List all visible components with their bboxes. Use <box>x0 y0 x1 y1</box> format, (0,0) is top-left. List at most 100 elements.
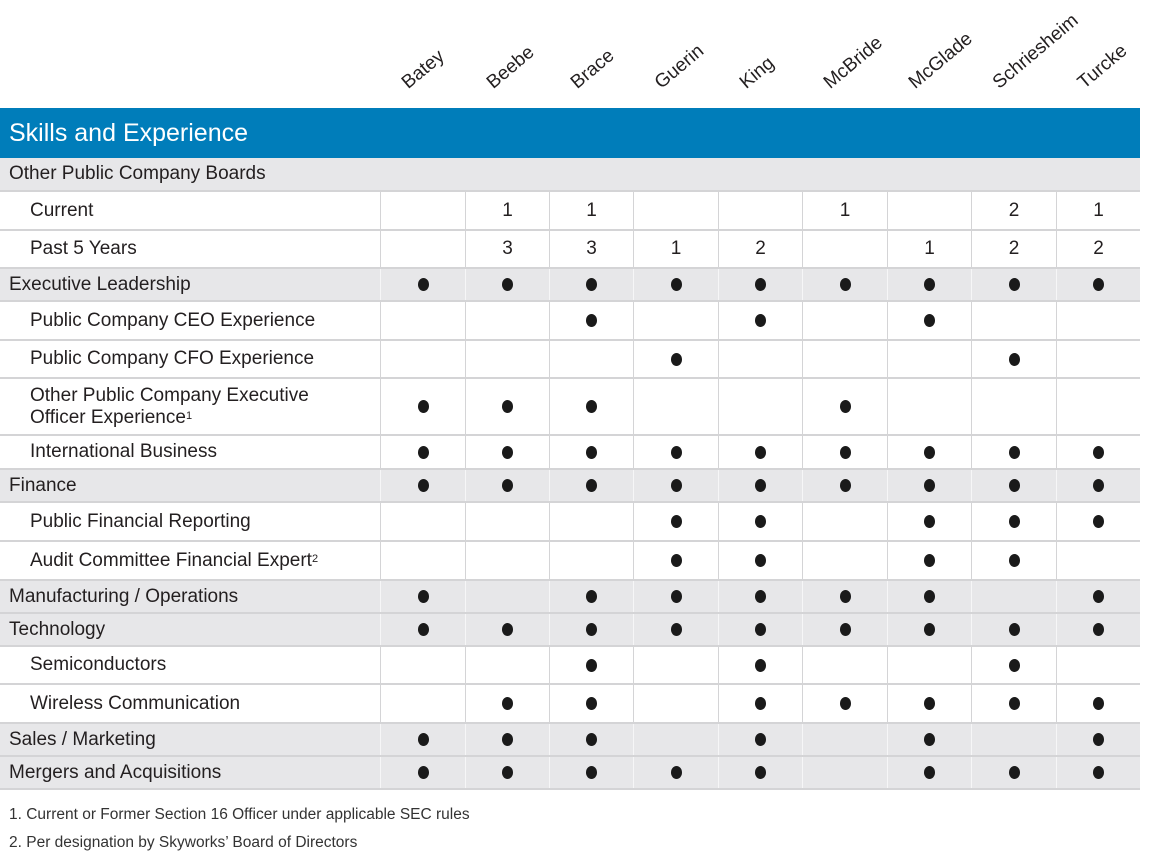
cell-king <box>718 302 802 339</box>
cell-brace <box>549 379 633 434</box>
cell-schriesheim <box>971 341 1056 377</box>
footnote-1: 1. Current or Former Section 16 Officer … <box>9 806 470 823</box>
bullet-icon <box>1093 623 1104 636</box>
bullet-icon <box>417 590 429 603</box>
cell-mcbride <box>802 302 887 339</box>
footnote-2: 2. Per designation by Skyworks’ Board of… <box>9 834 358 851</box>
cell-mcglade <box>887 436 971 468</box>
cell-mcglade: 1 <box>887 231 971 267</box>
cell-batey <box>380 302 465 339</box>
cell-batey <box>380 724 465 755</box>
cell-king <box>718 542 802 579</box>
count-value: 1 <box>586 199 597 221</box>
table-row: Audit Committee Financial Expert2 <box>0 542 1140 581</box>
footnote-marker: 2 <box>311 552 319 565</box>
bullet-icon <box>755 590 766 603</box>
row-label-text: Executive Leadership <box>9 273 191 295</box>
cell-king <box>718 647 802 683</box>
cell-mcbride <box>802 436 887 468</box>
bullet-icon <box>839 590 851 603</box>
cell-batey <box>380 757 465 788</box>
cell-beebe <box>465 647 549 683</box>
cell-batey <box>380 231 465 267</box>
cell-turcke <box>1056 269 1140 300</box>
director-name: Brace <box>566 45 619 94</box>
cell-mcglade <box>887 302 971 339</box>
cell-schriesheim <box>971 542 1056 579</box>
cell-mcglade <box>887 724 971 755</box>
cell-batey <box>380 581 465 612</box>
row-label: International Business <box>0 436 380 468</box>
count-value: 2 <box>755 238 766 259</box>
row-label-text: Public Company CEO Experience <box>30 309 316 331</box>
bullet-icon <box>924 278 935 291</box>
row-label: Manufacturing / Operations <box>0 581 380 612</box>
bullet-icon <box>924 515 935 528</box>
bullet-icon <box>1008 352 1020 366</box>
row-label: Mergers and Acquisitions <box>0 757 380 788</box>
cell-turcke <box>1056 581 1140 612</box>
bullet-icon <box>1008 554 1020 567</box>
row-label: Current <box>0 192 380 229</box>
cell-turcke <box>1056 757 1140 788</box>
cell-mcbride <box>802 614 887 645</box>
bullet-icon <box>417 400 429 413</box>
cell-batey <box>380 192 465 229</box>
row-label-text: Audit Committee Financial Expert2 <box>30 549 319 571</box>
bullet-icon <box>1008 515 1020 528</box>
director-name: Beebe <box>482 41 539 94</box>
cell-mcglade <box>887 581 971 612</box>
cell-batey <box>380 158 465 190</box>
row-label: Executive Leadership <box>0 269 380 300</box>
category-row: Finance <box>0 470 1140 503</box>
cell-guerin: 1 <box>633 231 718 267</box>
bullet-icon <box>755 314 766 327</box>
cell-king <box>718 581 802 612</box>
cell-mcglade <box>887 470 971 501</box>
table-row: Public Financial Reporting <box>0 503 1140 542</box>
cell-schriesheim <box>971 757 1056 788</box>
cell-batey <box>380 436 465 468</box>
cell-beebe <box>465 379 549 434</box>
cell-schriesheim <box>971 158 1056 190</box>
bullet-icon <box>502 479 513 492</box>
cell-batey <box>380 503 465 540</box>
cell-mcbride <box>802 724 887 755</box>
row-label-text: Past 5 Years <box>30 238 137 259</box>
table-row: Other Public Company Executive Officer E… <box>0 379 1140 436</box>
cell-guerin <box>633 436 718 468</box>
bullet-icon <box>924 766 935 779</box>
director-name: Turcke <box>1073 40 1132 94</box>
row-label-text: Semiconductors <box>30 654 167 675</box>
count-value: 2 <box>1008 238 1020 259</box>
column-header-mcbride: McBride <box>802 0 887 100</box>
row-label-text: Finance <box>9 474 77 496</box>
cell-guerin <box>633 470 718 501</box>
column-header-turcke: Turcke <box>1056 0 1141 100</box>
cell-mcglade <box>887 614 971 645</box>
category-row: Other Public Company Boards <box>0 158 1140 192</box>
cell-schriesheim <box>971 647 1056 683</box>
row-label: Public Financial Reporting <box>0 503 380 540</box>
cell-mcglade <box>887 269 971 300</box>
cell-batey <box>380 614 465 645</box>
count-value: 1 <box>839 199 851 221</box>
cell-schriesheim <box>971 470 1056 501</box>
cell-guerin <box>633 542 718 579</box>
bullet-icon <box>839 623 851 636</box>
cell-schriesheim <box>971 436 1056 468</box>
table-row: International Business <box>0 436 1140 470</box>
count-value: 1 <box>1093 199 1104 221</box>
row-label: Wireless Communication <box>0 685 380 722</box>
bullet-icon <box>586 479 597 492</box>
cell-guerin <box>633 503 718 540</box>
bullet-icon <box>755 278 766 291</box>
bullet-icon <box>755 479 766 492</box>
cell-guerin <box>633 614 718 645</box>
cell-brace: 1 <box>549 192 633 229</box>
category-row: Sales / Marketing <box>0 724 1140 757</box>
count-value: 1 <box>670 238 682 259</box>
bullet-icon <box>1093 278 1104 291</box>
bullet-icon <box>502 733 513 746</box>
bullet-icon <box>1008 479 1020 492</box>
